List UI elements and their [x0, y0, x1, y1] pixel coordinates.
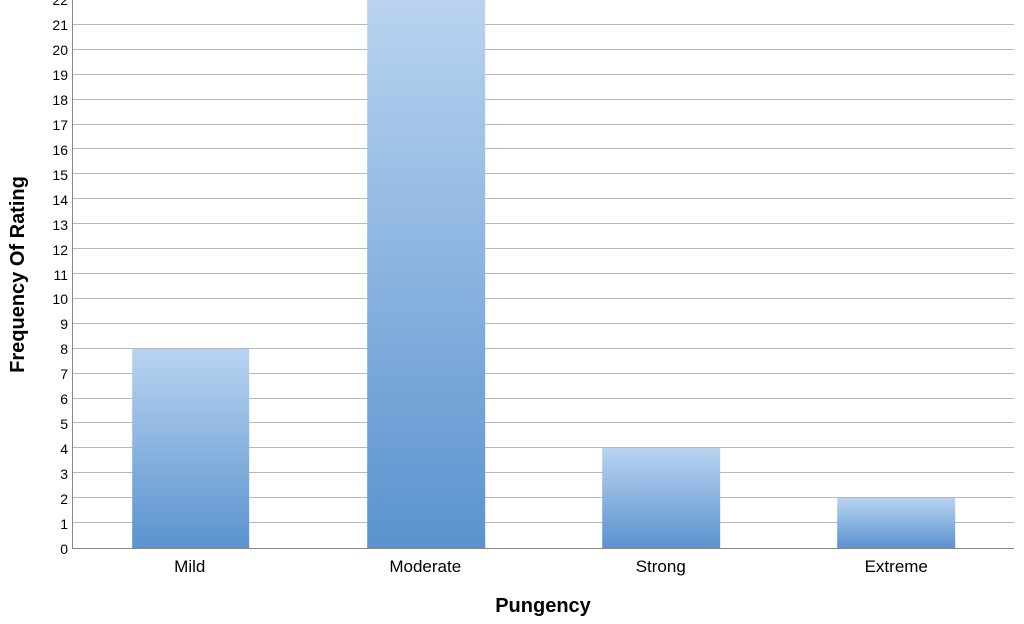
y-tick-label: 1: [38, 517, 68, 531]
pungency-bar-chart: Frequency Of Rating 01234567891011121314…: [0, 0, 1024, 624]
y-tick-label: 16: [38, 143, 68, 157]
y-tick-label: 8: [38, 342, 68, 356]
y-tick-label: 7: [38, 367, 68, 381]
y-tick-label: 11: [38, 268, 68, 282]
plot-area: [72, 0, 1014, 549]
y-tick-label: 19: [38, 68, 68, 82]
bar: [367, 0, 485, 548]
y-tick-label: 20: [38, 43, 68, 57]
y-tick-label: 2: [38, 492, 68, 506]
bar: [132, 349, 250, 548]
bar-slot: [308, 0, 543, 548]
y-tick-label: 3: [38, 467, 68, 481]
y-tick-label: 15: [38, 168, 68, 182]
y-tick-label: 14: [38, 193, 68, 207]
y-tick-label: 9: [38, 317, 68, 331]
x-tick-label: Strong: [543, 557, 779, 577]
bar-slot: [544, 0, 779, 548]
y-axis-title-text: Frequency Of Rating: [7, 176, 30, 373]
bar: [838, 498, 956, 548]
y-tick-label: 18: [38, 93, 68, 107]
y-tick-label: 17: [38, 118, 68, 132]
bar-slot: [779, 0, 1014, 548]
y-tick-label: 10: [38, 292, 68, 306]
x-tick-label: Moderate: [308, 557, 544, 577]
y-tick-label: 22: [38, 0, 68, 7]
y-axis-ticks: 012345678910111213141516171819202122: [38, 0, 72, 549]
y-tick-label: 12: [38, 243, 68, 257]
plot-container: 012345678910111213141516171819202122 Mil…: [38, 0, 1014, 549]
y-tick-label: 5: [38, 417, 68, 431]
x-axis-labels: MildModerateStrongExtreme: [72, 549, 1014, 577]
x-tick-label: Extreme: [779, 557, 1015, 577]
bars-group: [73, 0, 1014, 548]
y-tick-label: 6: [38, 392, 68, 406]
bar: [602, 448, 720, 548]
y-tick-label: 4: [38, 442, 68, 456]
x-tick-label: Mild: [72, 557, 308, 577]
y-tick-label: 21: [38, 18, 68, 32]
x-axis-title: Pungency: [72, 595, 1014, 618]
y-tick-label: 0: [38, 542, 68, 556]
bar-slot: [73, 0, 308, 548]
y-tick-label: 13: [38, 218, 68, 232]
y-axis-title: Frequency Of Rating: [0, 0, 36, 549]
